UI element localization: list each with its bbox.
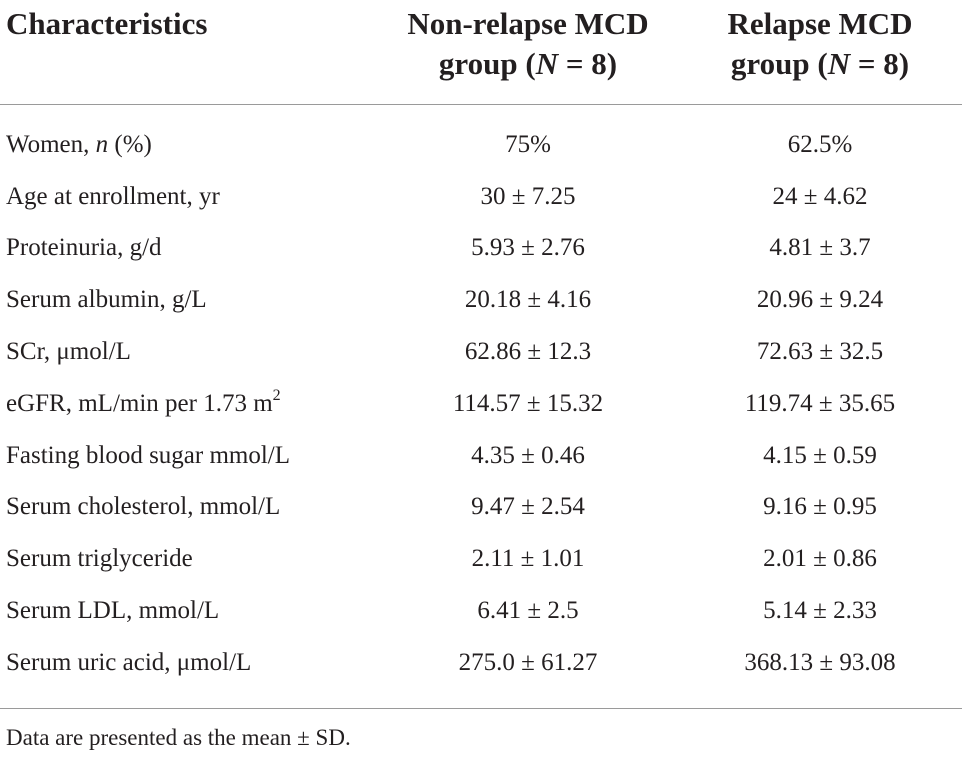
header-non-relapse-line1: Non-relapse MCD [407,6,649,41]
table-header: Characteristics Non-relapse MCD group (N… [0,0,962,105]
non-relapse-value: 75% [505,130,551,158]
table-row: Serum albumin, g/L 20.18 ± 4.16 20.96 ± … [0,274,962,326]
row-label-text: eGFR, mL/min per 1.73 m [6,389,273,417]
header-relapse-n: N [827,46,851,81]
table-row: Serum cholesterol, mmol/L 9.47 ± 2.54 9.… [0,482,962,534]
relapse-value: 9.16 ± 0.95 [763,493,877,521]
table-row: Proteinuria, g/d 5.93 ± 2.76 4.81 ± 3.7 [0,223,962,275]
relapse-value: 5.14 ± 2.33 [763,597,877,625]
non-relapse-value: 30 ± 7.25 [480,182,576,210]
row-label: Women, n (%) [0,105,378,171]
footnote-section: Data are presented as the mean ± SD. [0,708,962,751]
table-row: Serum triglyceride 2.11 ± 1.01 2.01 ± 0.… [0,533,962,585]
non-relapse-value: 2.11 ± 1.01 [471,545,585,573]
characteristics-table: Characteristics Non-relapse MCD group (N… [0,0,962,699]
row-label: Proteinuria, g/d [6,234,162,262]
table-row: Age at enrollment, yr 30 ± 7.25 24 ± 4.6… [0,171,962,223]
row-label: Fasting blood sugar mmol/L [6,441,291,469]
row-label: Age at enrollment, yr [6,182,220,210]
non-relapse-value: 5.93 ± 2.76 [471,234,585,262]
table-row: Fasting blood sugar mmol/L 4.35 ± 0.46 4… [0,430,962,482]
relapse-value: 72.63 ± 32.5 [756,338,884,366]
table-row: Women, n (%) 75% 62.5% [0,105,962,171]
table-row: Serum uric acid, μmol/L 275.0 ± 61.27 36… [0,637,962,699]
row-label: Serum LDL, mmol/L [6,597,220,625]
header-relapse-line1: Relapse MCD [727,6,913,41]
row-label: Serum albumin, g/L [6,286,207,314]
header-characteristics: Characteristics [0,0,378,105]
table-row: eGFR, mL/min per 1.73 m2 114.57 ± 15.32 … [0,378,962,430]
non-relapse-value: 62.86 ± 12.3 [464,338,592,366]
header-non-relapse-prefix: group ( [438,46,536,81]
non-relapse-value: 275.0 ± 61.27 [458,648,598,676]
relapse-value: 119.74 ± 35.65 [744,389,896,417]
table-footnote: Data are presented as the mean ± SD. [6,725,351,750]
header-row: Characteristics Non-relapse MCD group (N… [0,0,962,105]
non-relapse-value: 6.41 ± 2.5 [477,597,579,625]
header-non-relapse-group: Non-relapse MCD group (N = 8) [378,0,678,105]
row-label: Serum uric acid, μmol/L [6,648,252,676]
row-label-superscript: 2 [272,386,281,404]
row-label-italic: n [95,130,109,158]
relapse-value: 62.5% [787,130,853,158]
header-non-relapse-n: N [535,46,559,81]
non-relapse-value: 4.35 ± 0.46 [471,441,585,469]
row-label: Serum triglyceride [6,545,193,573]
relapse-value: 24 ± 4.62 [772,182,868,210]
row-label: eGFR, mL/min per 1.73 m2 [0,378,378,430]
relapse-value: 368.13 ± 93.08 [744,648,896,676]
table-body: Women, n (%) 75% 62.5% Age at enrollment… [0,105,962,699]
header-relapse-suffix: = 8) [850,46,910,81]
row-label: SCr, μmol/L [6,338,131,366]
non-relapse-value: 114.57 ± 15.32 [452,389,604,417]
row-label: Serum cholesterol, mmol/L [6,493,281,521]
non-relapse-value: 9.47 ± 2.54 [471,493,585,521]
relapse-value: 2.01 ± 0.86 [763,545,877,573]
header-relapse-group: Relapse MCD group (N = 8) [678,0,962,105]
header-non-relapse-suffix: = 8) [558,46,618,81]
header-relapse-line2: group (N = 8) [678,44,962,84]
relapse-value: 4.81 ± 3.7 [769,234,871,262]
relapse-value: 4.15 ± 0.59 [763,441,877,469]
header-non-relapse-line2: group (N = 8) [378,44,678,84]
header-relapse-prefix: group ( [730,46,828,81]
table-row: Serum LDL, mmol/L 6.41 ± 2.5 5.14 ± 2.33 [0,585,962,637]
table-row: SCr, μmol/L 62.86 ± 12.3 72.63 ± 32.5 [0,326,962,378]
non-relapse-value: 20.18 ± 4.16 [464,286,592,314]
relapse-value: 20.96 ± 9.24 [756,286,884,314]
row-label-after: (%) [108,130,152,158]
row-label-text: Women, [6,130,96,158]
